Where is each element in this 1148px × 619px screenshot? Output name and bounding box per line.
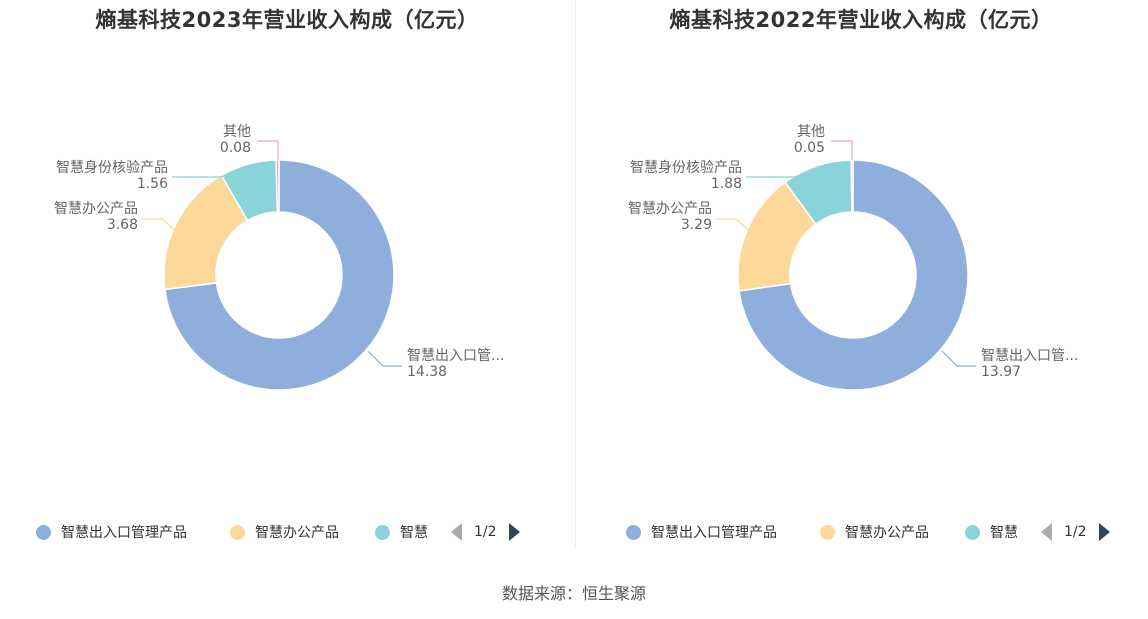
label-leader-line (716, 218, 753, 234)
legend-dot-icon (820, 524, 835, 540)
label-leader-line (367, 350, 402, 367)
slice-label-value: 13.97 (981, 364, 1021, 380)
donut-slice[interactable] (850, 159, 854, 213)
legend-page-indicator: 1/2 (1064, 524, 1087, 540)
slice-label-name: 智慧身份核验产品 (630, 160, 742, 176)
label-leader-line (172, 169, 249, 178)
donut-slice[interactable] (275, 159, 280, 213)
legend-item[interactable]: 智慧 (375, 518, 428, 546)
legend-dot-icon (36, 524, 51, 540)
slice-label-name: 智慧办公产品 (628, 201, 712, 217)
slice-label-name: 智慧出入口管... (981, 348, 1078, 364)
legend-page-indicator: 1/2 (474, 524, 497, 540)
chart-title: 熵基科技2023年营业收入构成（亿元） (95, 8, 479, 32)
legend-label: 智慧办公产品 (255, 525, 339, 541)
legend-dot-icon (375, 524, 390, 540)
legend-item[interactable]: 智慧办公产品 (820, 518, 929, 546)
chart-panel-2023: 熵基科技2023年营业收入构成（亿元） 智慧出入口管... 14.38 智慧办公产品… (0, 0, 574, 550)
slice-label-name: 智慧出入口管... (407, 348, 504, 364)
donut-slice[interactable] (738, 159, 969, 391)
legend-label: 智慧办公产品 (845, 525, 929, 541)
data-source-note: 数据来源：恒生聚源 (501, 584, 646, 603)
slice-label-value: 1.88 (711, 176, 742, 192)
slice-label-name: 其他 (223, 124, 251, 140)
legend-item[interactable]: 智慧出入口管理产品 (36, 518, 187, 546)
label-leader-line (142, 218, 179, 234)
legend-label: 智慧出入口管理产品 (61, 525, 187, 541)
label-leader-line (746, 169, 823, 178)
slice-label-name: 智慧身份核验产品 (56, 160, 168, 176)
legend-label: 智慧出入口管理产品 (651, 525, 777, 541)
label-leader-line (257, 140, 279, 160)
chart-legend: 智慧出入口管理产品 智慧办公产品 智慧 1/2 (574, 518, 1148, 546)
label-leader-line (831, 140, 853, 160)
chart-legend: 智慧出入口管理产品 智慧办公产品 智慧 1/2 (0, 518, 574, 546)
legend-prev-icon[interactable] (451, 523, 462, 541)
legend-prev-icon[interactable] (1041, 523, 1052, 541)
legend-dot-icon (626, 524, 641, 540)
legend-label: 智慧 (990, 525, 1018, 541)
legend-item[interactable]: 智慧 (965, 518, 1018, 546)
legend-item[interactable]: 智慧办公产品 (230, 518, 339, 546)
slice-label-value: 0.08 (220, 140, 251, 156)
slice-label-value: 3.68 (107, 217, 138, 233)
donut-slice[interactable] (164, 159, 395, 391)
legend-label: 智慧 (400, 525, 428, 541)
legend-dot-icon (230, 524, 245, 540)
legend-dot-icon (965, 524, 980, 540)
slice-label-value: 3.29 (681, 217, 712, 233)
slice-label-value: 14.38 (407, 364, 447, 380)
chart-panel-2022: 熵基科技2022年营业收入构成（亿元） 智慧出入口管... 13.97 智慧办公产品… (574, 0, 1148, 550)
legend-pager: 1/2 (1041, 518, 1110, 546)
legend-pager: 1/2 (451, 518, 520, 546)
slice-label-name: 智慧办公产品 (54, 201, 138, 217)
label-leader-line (941, 350, 976, 367)
slice-label-value: 0.05 (794, 140, 825, 156)
slice-label-value: 1.56 (137, 176, 168, 192)
legend-item[interactable]: 智慧出入口管理产品 (626, 518, 777, 546)
panel-divider (575, 0, 576, 550)
legend-next-icon[interactable] (1098, 523, 1110, 541)
slice-label-name: 其他 (797, 124, 825, 140)
chart-title: 熵基科技2022年营业收入构成（亿元） (669, 8, 1053, 32)
legend-next-icon[interactable] (508, 523, 520, 541)
